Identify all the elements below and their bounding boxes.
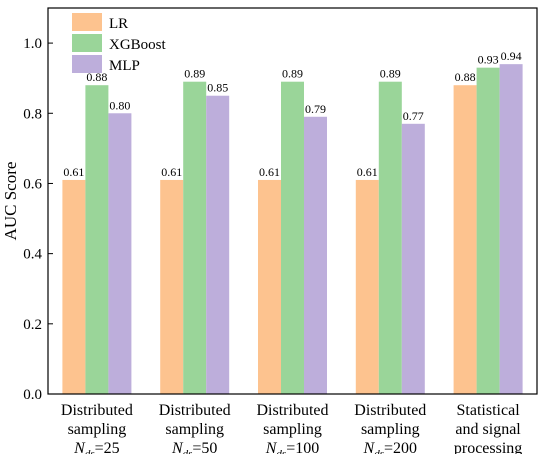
y-tick-label: 0.8 [23,106,42,122]
x-tick-label-nds: Nds=50 [171,440,217,454]
bar-value-label: 0.88 [455,70,476,84]
bar-lr [62,179,86,394]
legend-swatch [72,55,102,73]
bar-value-label: 0.77 [403,109,424,123]
x-tick-label: sampling [263,421,322,438]
x-tick-label: processing [454,440,522,454]
bar-mlp [499,64,523,395]
y-tick-label: 0.6 [23,176,42,192]
y-tick-label: 0.0 [23,387,42,403]
x-tick-label: sampling [165,421,224,438]
bar-value-label: 0.89 [282,67,303,81]
bar-lr [160,179,184,394]
x-tick-label-nds: Nds=25 [73,440,119,454]
bar-value-label: 0.89 [380,67,401,81]
x-tick-label: Distributed [257,402,329,419]
bar-mlp [401,123,425,395]
x-tick-label: Distributed [61,402,133,419]
legend-label: XGBoost [109,37,167,53]
legend-label: LR [109,16,128,32]
x-tick-label: Distributed [159,402,231,419]
bar-value-label: 0.79 [305,102,326,116]
bar-value-label: 0.61 [259,165,280,179]
x-tick-label: sampling [361,421,420,438]
x-tick-label-nds: Nds=200 [363,440,417,454]
bar-value-label: 0.61 [63,165,84,179]
bar-lr [453,85,477,394]
bar-value-label: 0.85 [207,81,228,95]
bar-value-label: 0.89 [184,67,205,81]
x-tick-label: and signal [455,421,521,438]
y-tick-label: 0.4 [23,247,42,263]
bar-xgboost [281,81,304,394]
x-tick-label-nds: Nds=100 [265,440,319,454]
bar-xgboost [183,81,207,394]
x-tick-label: Distributed [354,402,426,419]
bar-mlp [304,116,327,395]
bar-mlp [206,95,230,395]
plot-frame [47,7,538,395]
y-tick-label: 0.2 [23,317,42,333]
y-tick-label: 1.0 [23,36,42,52]
legend-swatch [72,34,102,52]
bar-value-label: 0.61 [161,165,182,179]
x-tick-label: sampling [68,421,127,438]
bar-xgboost [85,85,109,394]
y-axis-label: AUC Score [1,162,20,241]
bar-value-label: 0.61 [357,165,378,179]
bar-value-label: 0.80 [109,98,130,112]
legend-label: MLP [109,58,140,74]
x-tick-label: Statistical [457,402,521,419]
bar-lr [258,179,281,394]
bar-mlp [108,113,132,394]
bar-value-label: 0.94 [501,49,522,63]
bar-xgboost [476,67,500,395]
bar-value-label: 0.93 [478,53,499,67]
bar-value-label: 0.88 [86,70,107,84]
bar-xgboost [378,81,402,394]
legend-swatch [72,13,102,31]
bar-lr [355,179,379,394]
